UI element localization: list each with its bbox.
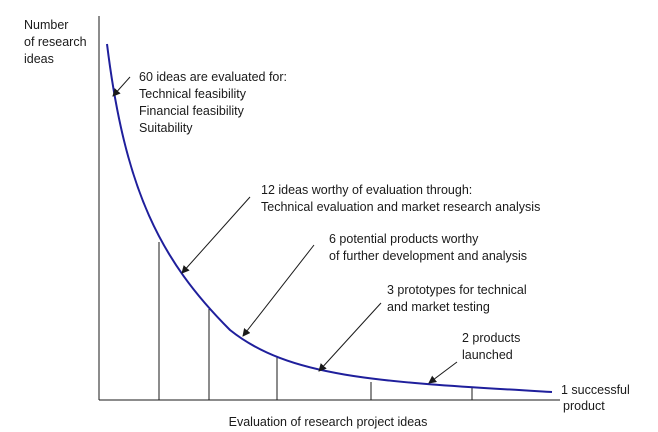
annotation-1-successful-product: 1 successful product [561, 383, 633, 413]
y-axis-label: Number of research ideas [24, 18, 90, 66]
arrow-60-ideas [112, 76, 131, 97]
arrow-2-products [428, 361, 458, 384]
decay-curve [106, 43, 553, 393]
annotation-12-ideas: 12 ideas worthy of evaluation through: T… [261, 183, 540, 214]
annotation-60-ideas: 60 ideas are evaluated for: Technical fe… [139, 70, 291, 135]
annotation-6-products: 6 potential products worthy of further d… [329, 232, 527, 263]
x-axis-label: Evaluation of research project ideas [229, 415, 428, 429]
arrow-6-products [242, 244, 315, 337]
annotation-3-prototypes: 3 prototypes for technical and market te… [387, 283, 530, 314]
arrow-12-ideas [181, 196, 251, 274]
arrow-3-prototypes [318, 302, 382, 372]
annotation-2-products: 2 products launched [462, 331, 524, 362]
